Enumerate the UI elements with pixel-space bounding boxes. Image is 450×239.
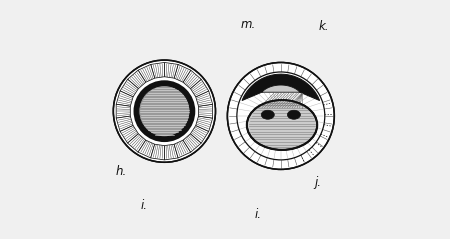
- Polygon shape: [151, 144, 164, 160]
- Polygon shape: [164, 144, 178, 160]
- Polygon shape: [138, 65, 155, 82]
- Ellipse shape: [247, 100, 317, 150]
- Polygon shape: [151, 62, 164, 78]
- Circle shape: [134, 80, 195, 142]
- Text: i.: i.: [255, 208, 262, 221]
- Polygon shape: [262, 85, 300, 92]
- Polygon shape: [128, 70, 146, 89]
- Circle shape: [237, 72, 325, 160]
- Circle shape: [139, 86, 190, 137]
- Polygon shape: [128, 134, 146, 152]
- Polygon shape: [116, 116, 133, 131]
- Polygon shape: [116, 104, 130, 118]
- Polygon shape: [120, 79, 138, 97]
- Polygon shape: [190, 125, 209, 143]
- Polygon shape: [138, 140, 155, 158]
- Polygon shape: [242, 74, 320, 101]
- Text: m.: m.: [240, 18, 256, 31]
- Polygon shape: [198, 104, 212, 118]
- Text: j.: j.: [314, 176, 321, 189]
- Polygon shape: [120, 125, 138, 143]
- Polygon shape: [116, 91, 133, 106]
- Polygon shape: [174, 65, 191, 82]
- Circle shape: [227, 62, 334, 169]
- Polygon shape: [183, 70, 201, 89]
- Polygon shape: [196, 91, 212, 106]
- Polygon shape: [183, 134, 201, 152]
- Polygon shape: [164, 62, 178, 78]
- Polygon shape: [174, 140, 191, 158]
- Ellipse shape: [288, 110, 301, 119]
- Text: i.: i.: [141, 199, 148, 212]
- Text: h.: h.: [116, 165, 127, 178]
- Polygon shape: [190, 79, 209, 97]
- Polygon shape: [196, 116, 212, 131]
- Text: k.: k.: [319, 20, 329, 33]
- Ellipse shape: [261, 110, 274, 119]
- Circle shape: [113, 60, 216, 162]
